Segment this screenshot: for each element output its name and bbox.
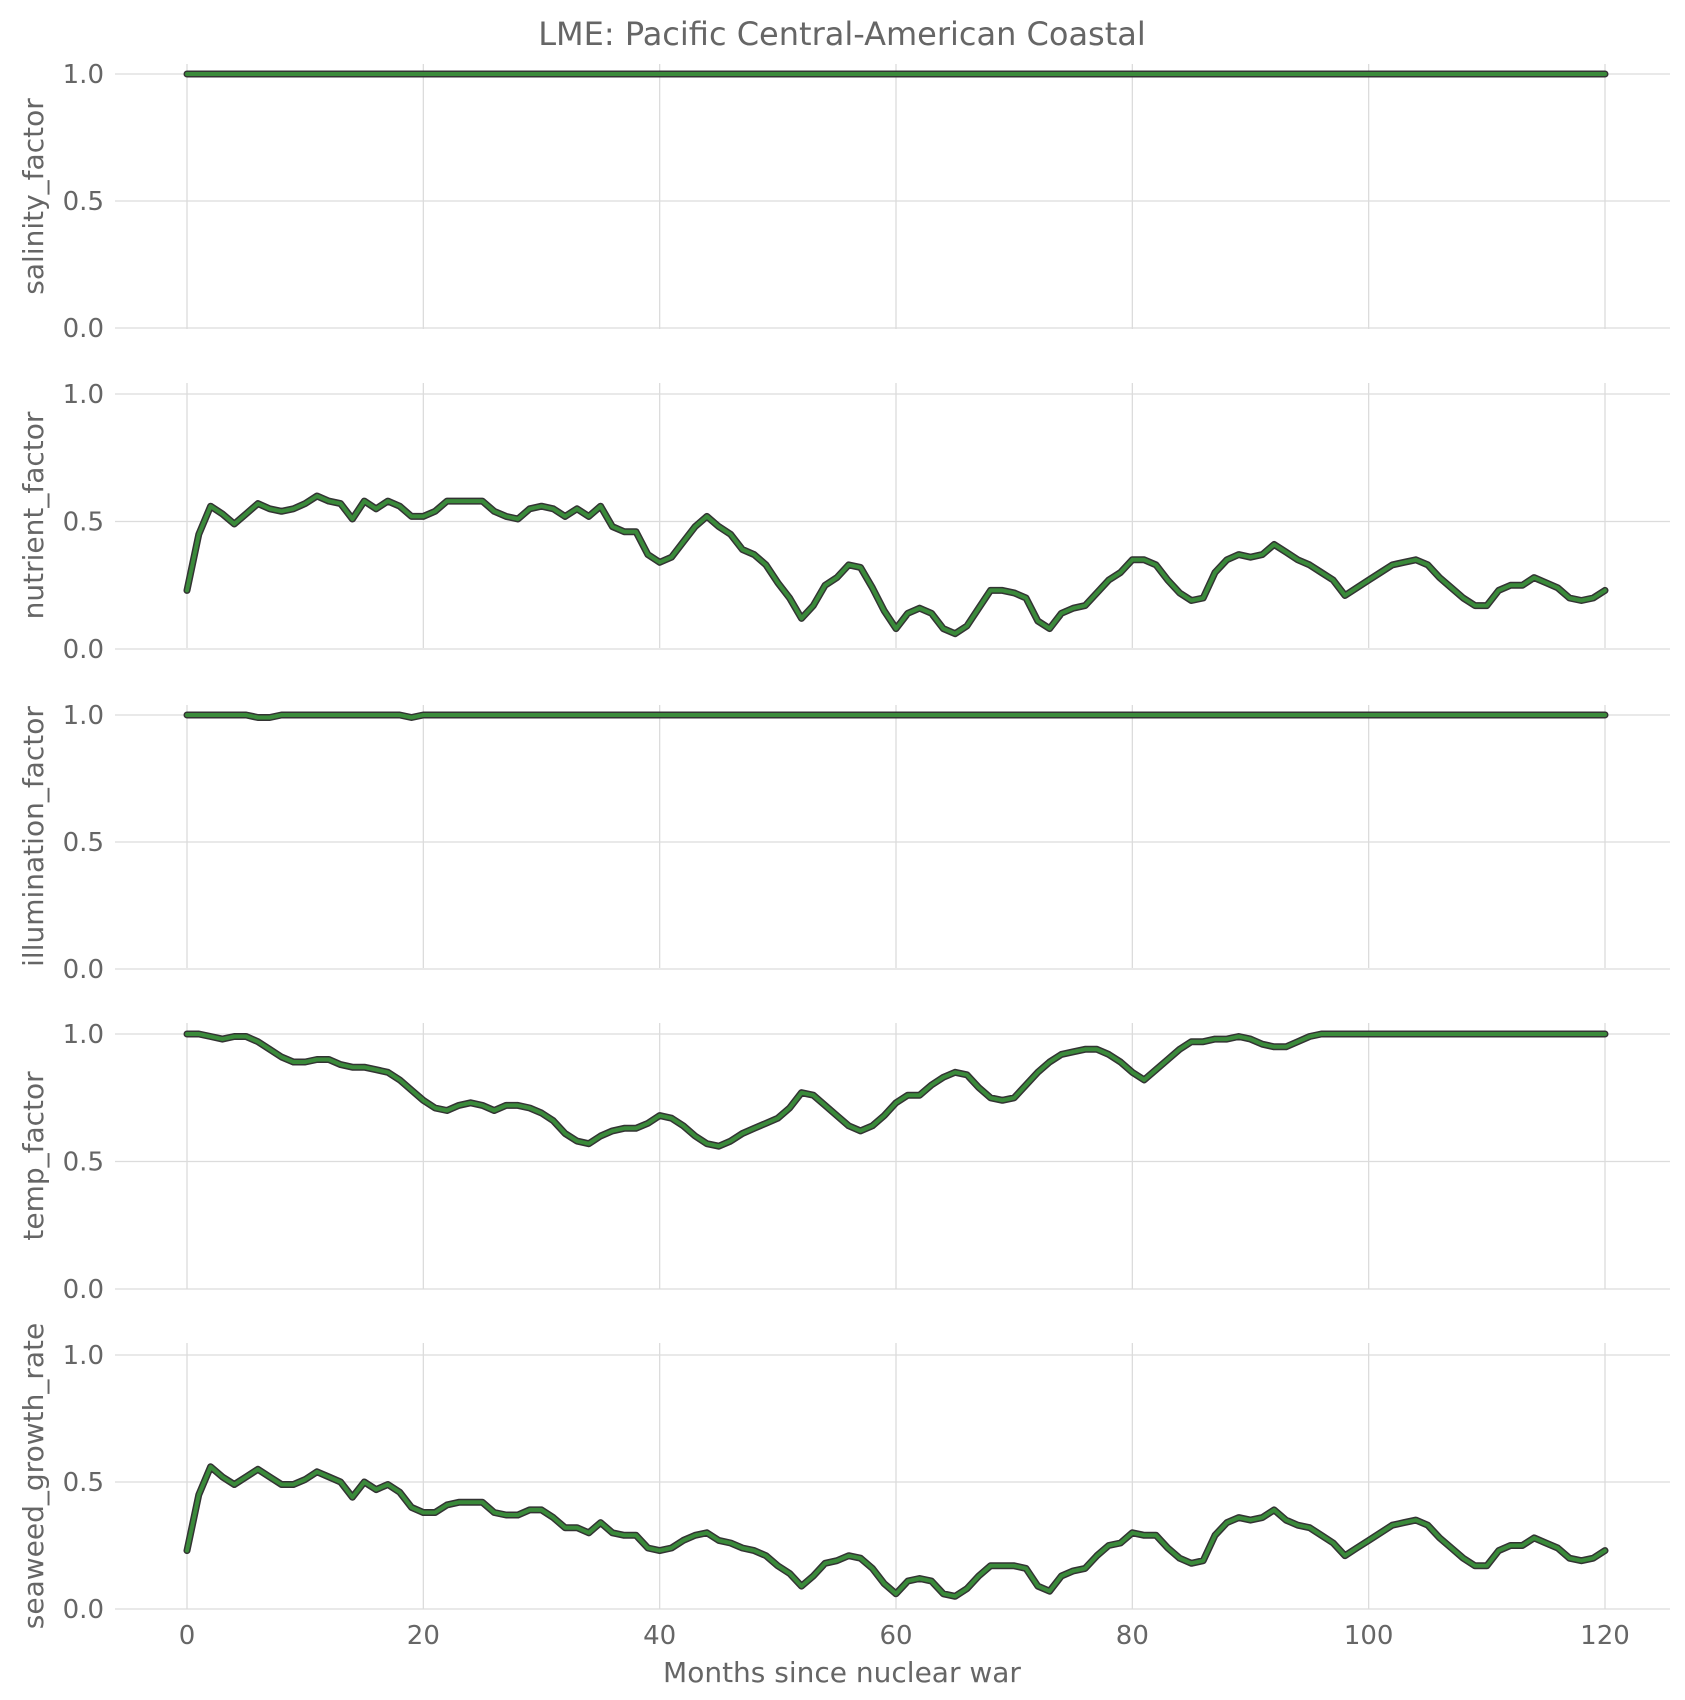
y-tick-label: 0.5 — [63, 828, 104, 858]
series-line — [185, 713, 1607, 720]
y-tick-label: 0.0 — [63, 1595, 104, 1625]
panel-nutrient_factor: 0.0 0.5 1.0 nutrient_factor — [17, 380, 1670, 665]
y-axis-label: illumination_factor — [17, 706, 50, 967]
x-tick-label: 120 — [1580, 1621, 1630, 1651]
series-line — [185, 494, 1607, 636]
y-axis-label: salinity_factor — [17, 98, 50, 295]
y-tick-label: 1.0 — [63, 701, 104, 731]
x-tick-label: 100 — [1344, 1621, 1394, 1651]
y-axis-label: nutrient_factor — [17, 411, 50, 619]
series-line — [185, 1464, 1607, 1599]
y-tick-label: 0.0 — [63, 1275, 104, 1305]
y-tick-label: 0.0 — [63, 955, 104, 985]
y-tick-label: 1.0 — [63, 380, 104, 410]
y-tick-label: 0.5 — [63, 187, 104, 217]
chart-title: LME: Pacific Central-American Coastal — [538, 15, 1146, 53]
y-tick-label: 0.0 — [63, 635, 104, 665]
y-tick-label: 0.5 — [63, 1468, 104, 1498]
series-line — [185, 1032, 1607, 1149]
x-tick-label: 60 — [879, 1621, 912, 1651]
y-tick-label: 0.5 — [63, 508, 104, 538]
y-axis-label: temp_factor — [17, 1071, 50, 1241]
panel-salinity_factor: 0.0 0.5 1.0 salinity_factor — [17, 60, 1670, 344]
x-tick-label: 20 — [407, 1621, 440, 1651]
panel-temp_factor: 0.0 0.5 1.0 temp_factor — [17, 1020, 1670, 1305]
y-tick-label: 1.0 — [63, 1341, 104, 1371]
panel-seaweed_growth_rate: 0.0 0.5 1.0 seaweed_growth_rate — [17, 1323, 1670, 1629]
y-tick-label: 0.5 — [63, 1148, 104, 1178]
x-axis-label: Months since nuclear war — [663, 1656, 1021, 1689]
x-tick-label: 40 — [643, 1621, 676, 1651]
y-tick-label: 1.0 — [63, 1020, 104, 1050]
x-tick-label: 80 — [1116, 1621, 1149, 1651]
y-axis-label: seaweed_growth_rate — [17, 1323, 50, 1629]
y-tick-label: 0.0 — [63, 314, 104, 344]
panel-illumination_factor: 0.0 0.5 1.0 illumination_factor — [17, 701, 1670, 985]
panels: 0.0 0.5 1.0 salinity_factor 0.0 0.5 1.0 nutrien… — [17, 60, 1670, 1651]
y-tick-label: 1.0 — [63, 60, 104, 90]
x-tick-label: 0 — [179, 1621, 196, 1651]
